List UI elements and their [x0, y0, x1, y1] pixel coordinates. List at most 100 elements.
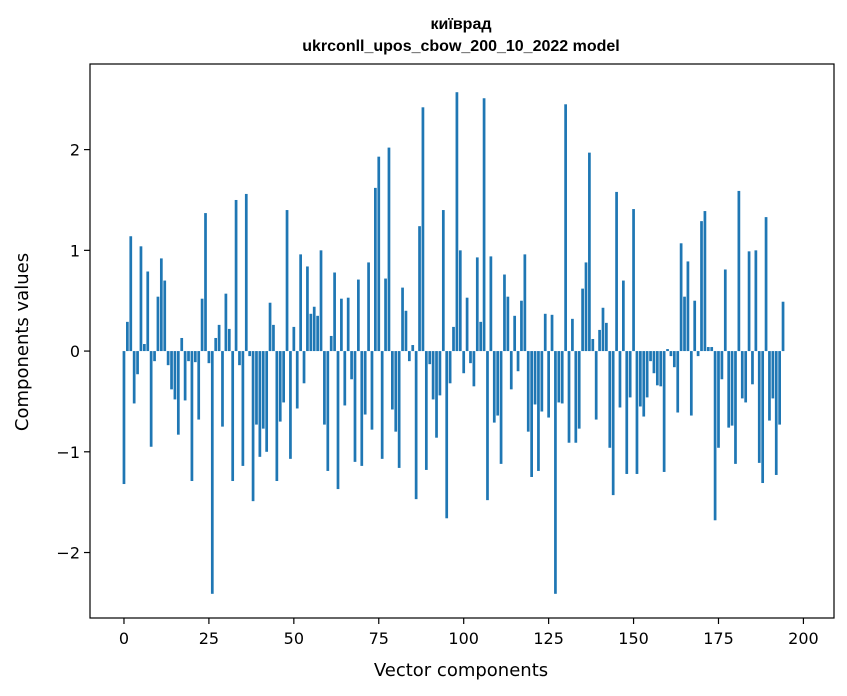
x-tick-label: 175 [703, 629, 734, 648]
bar-component-44 [272, 324, 275, 352]
bar-component-116 [516, 351, 520, 372]
bar-component-69 [357, 279, 360, 352]
bar-component-100 [462, 351, 466, 374]
bar-component-126 [550, 314, 554, 352]
bar-component-90 [428, 351, 432, 365]
bar-component-14 [170, 351, 173, 390]
bar-component-8 [149, 351, 153, 447]
bar-component-109 [492, 351, 496, 423]
bar-component-110 [496, 351, 500, 416]
bar-component-79 [391, 351, 394, 410]
bar-component-93 [438, 351, 442, 396]
bar-component-143 [608, 351, 612, 448]
bar-component-10 [156, 296, 160, 352]
bar-component-54 [306, 266, 309, 352]
bar-component-81 [397, 351, 401, 468]
bar-component-173 [710, 347, 714, 352]
bar-component-184 [747, 251, 751, 352]
bar-component-111 [499, 351, 503, 464]
bar-component-188 [761, 351, 765, 484]
bar-component-150 [632, 209, 635, 352]
bar-component-41 [261, 351, 265, 429]
bar-component-175 [717, 351, 720, 448]
bar-component-65 [343, 351, 347, 406]
bar-component-149 [628, 351, 632, 398]
bar-component-11 [159, 258, 163, 352]
y-tick-label: 2 [70, 141, 80, 160]
chart-title: київрад [430, 16, 491, 33]
bar-component-145 [615, 191, 618, 352]
bar-component-43 [268, 302, 272, 352]
bar-component-88 [421, 107, 425, 352]
bar-component-115 [513, 315, 517, 352]
bar-component-102 [469, 351, 472, 364]
bar-component-128 [557, 351, 561, 403]
bar-component-2 [129, 236, 133, 352]
bar-component-193 [778, 351, 781, 425]
bar-component-42 [265, 351, 269, 452]
bar-component-129 [560, 351, 564, 404]
bar-component-1 [126, 321, 129, 352]
bar-component-25 [207, 351, 211, 364]
bar-component-64 [340, 298, 343, 352]
bar-component-122 [537, 351, 540, 471]
bar-component-142 [605, 322, 608, 352]
bar-component-35 [241, 351, 245, 466]
bar-component-131 [567, 351, 571, 443]
bar-component-22 [197, 351, 201, 420]
bar-component-47 [282, 351, 285, 403]
bar-component-159 [662, 351, 666, 472]
bar-component-13 [166, 351, 170, 366]
bar-component-72 [367, 262, 370, 352]
bar-component-39 [255, 351, 258, 425]
x-tick-label: 0 [119, 629, 129, 648]
bar-component-178 [727, 351, 731, 428]
bar-component-120 [530, 351, 533, 477]
bar-component-67 [350, 351, 353, 380]
bar-component-55 [309, 313, 313, 352]
bar-component-96 [448, 351, 452, 384]
bar-component-176 [720, 351, 724, 380]
bar-component-106 [482, 98, 486, 352]
x-axis-ticks: 0 25 50 75 100 125 150 175 200 [119, 618, 819, 648]
bars-group [122, 92, 785, 594]
x-tick-label: 200 [788, 629, 819, 648]
y-axis-label: Components values [12, 253, 33, 431]
x-tick-label: 75 [369, 629, 389, 648]
bar-component-20 [190, 351, 194, 482]
bar-component-49 [289, 351, 292, 459]
bar-component-68 [353, 351, 357, 462]
bar-component-71 [363, 351, 367, 415]
bar-component-18 [183, 351, 187, 401]
bar-component-94 [441, 210, 445, 352]
bar-component-74 [374, 187, 377, 352]
bar-component-137 [588, 152, 591, 352]
bar-component-153 [642, 351, 646, 417]
bar-component-113 [506, 296, 510, 352]
x-tick-label: 100 [448, 629, 479, 648]
bar-component-103 [472, 351, 476, 387]
bar-component-114 [509, 351, 513, 390]
bar-component-4 [136, 351, 139, 375]
bar-component-15 [173, 351, 177, 400]
bar-component-77 [384, 278, 387, 352]
bar-component-53 [302, 351, 306, 384]
bar-component-191 [771, 351, 775, 399]
bar-component-154 [645, 351, 649, 398]
bar-component-89 [424, 351, 428, 470]
bar-component-76 [380, 351, 384, 459]
bar-component-17 [180, 337, 184, 352]
bar-component-180 [734, 351, 737, 464]
y-tick-label: 1 [70, 241, 80, 260]
bar-component-7 [146, 271, 150, 352]
bar-component-117 [520, 300, 523, 352]
bar-component-157 [655, 351, 659, 386]
x-tick-label: 125 [533, 629, 564, 648]
bar-component-174 [713, 351, 717, 521]
bar-component-166 [686, 261, 690, 352]
bar-component-23 [200, 298, 204, 352]
plot-frame [89, 63, 835, 619]
bar-component-56 [312, 306, 316, 352]
bar-component-186 [754, 250, 758, 352]
x-tick-label: 150 [618, 629, 649, 648]
